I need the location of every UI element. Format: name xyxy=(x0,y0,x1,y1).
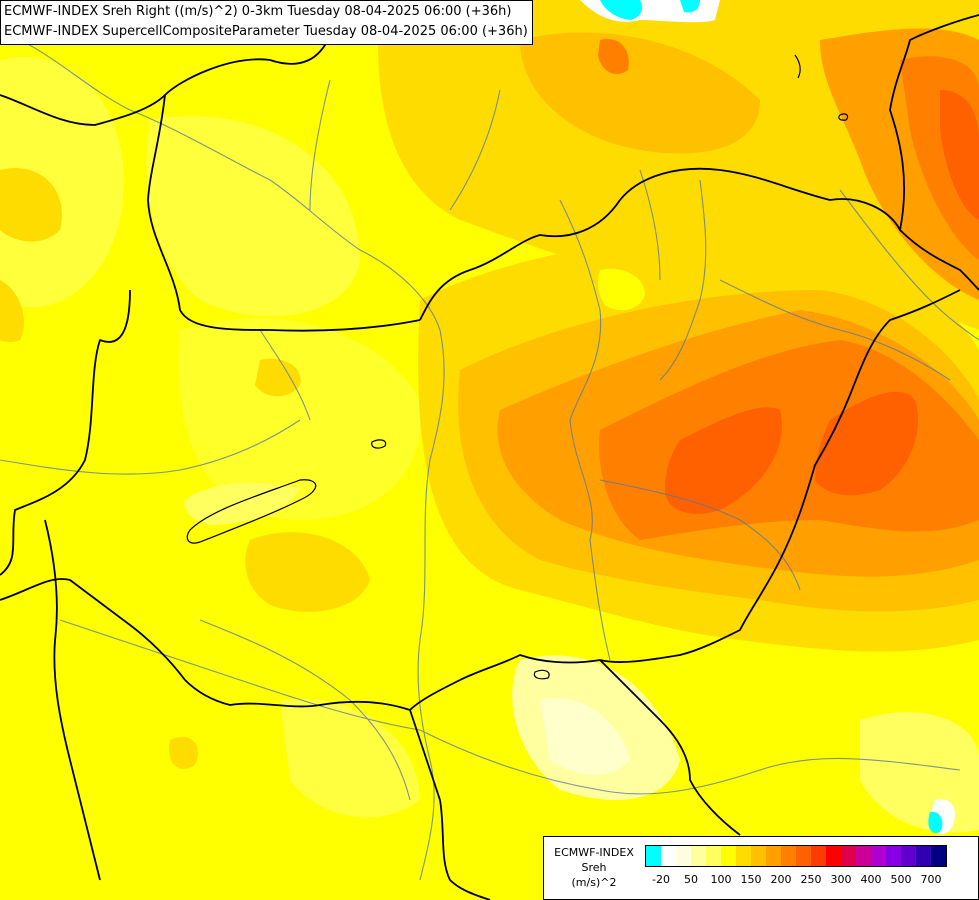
legend-swatch xyxy=(796,846,811,866)
legend-unit: (m/s)^2 xyxy=(571,876,617,889)
legend-tick-label: -20 xyxy=(652,873,670,886)
legend-swatch xyxy=(706,846,721,866)
legend-swatch xyxy=(736,846,751,866)
map-title-line-1: ECMWF-INDEX Sreh Right ((m/s)^2) 0-3km T… xyxy=(4,4,512,19)
legend-tick-label: 200 xyxy=(770,873,792,886)
legend-swatch xyxy=(781,846,796,866)
map-title-line-2: ECMWF-INDEX SupercellCompositeParameter … xyxy=(4,24,528,39)
legend-swatch xyxy=(661,846,676,866)
legend-swatch xyxy=(901,846,916,866)
legend-tick-label: 100 xyxy=(710,873,732,886)
legend-source: ECMWF-INDEX xyxy=(554,846,634,859)
legend-swatch xyxy=(691,846,706,866)
legend-swatch xyxy=(856,846,871,866)
legend-tick-label: 400 xyxy=(860,873,882,886)
map-title-box: ECMWF-INDEX Sreh Right ((m/s)^2) 0-3km T… xyxy=(0,0,533,45)
legend-swatch xyxy=(886,846,901,866)
legend-swatch xyxy=(646,846,661,866)
legend-swatch xyxy=(766,846,781,866)
legend-tick-label: 300 xyxy=(830,873,852,886)
legend-swatch xyxy=(826,846,841,866)
legend-swatch xyxy=(751,846,766,866)
legend-swatch xyxy=(676,846,691,866)
rivers xyxy=(0,39,979,881)
legend-parameter: Sreh xyxy=(581,861,607,874)
legend-tick-label: 700 xyxy=(920,873,942,886)
lake-outlines xyxy=(186,54,849,680)
legend-tick-label: 50 xyxy=(684,873,698,886)
color-legend: ECMWF-INDEX Sreh (m/s)^2 -20 50 100 150 200 2… xyxy=(543,836,979,900)
legend-swatch xyxy=(811,846,826,866)
legend-swatch xyxy=(841,846,856,866)
legend-color-scale xyxy=(645,845,947,867)
legend-tick-label: 150 xyxy=(740,873,762,886)
legend-title: ECMWF-INDEX Sreh (m/s)^2 xyxy=(548,845,640,890)
legend-swatch xyxy=(721,846,736,866)
legend-swatch xyxy=(916,846,931,866)
legend-tick-label: 250 xyxy=(800,873,822,886)
legend-swatch xyxy=(931,846,946,866)
legend-tick-labels: -20 50 100 150 200 250 300 400 500 700 xyxy=(645,873,975,889)
legend-swatch xyxy=(871,846,886,866)
legend-tick-label: 500 xyxy=(890,873,912,886)
